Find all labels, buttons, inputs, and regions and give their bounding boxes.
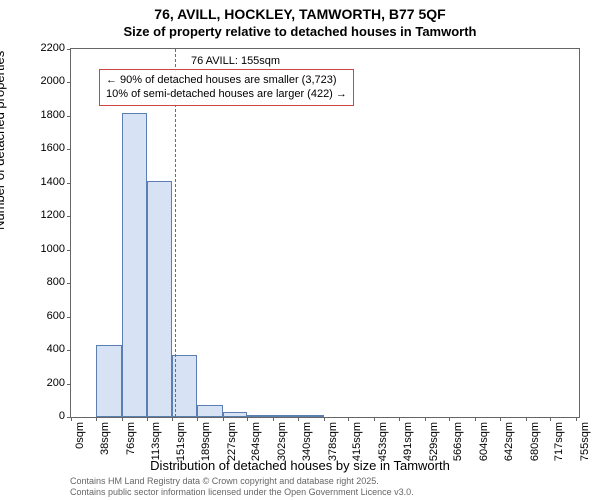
x-tick-mark [122, 417, 123, 421]
histogram-bar [122, 113, 147, 417]
y-tick-mark [67, 82, 71, 83]
y-tick-label: 1200 [5, 209, 65, 221]
x-tick-mark [425, 417, 426, 421]
x-tick-mark [374, 417, 375, 421]
y-tick-mark [67, 283, 71, 284]
y-tick-mark [67, 250, 71, 251]
y-tick-label: 1800 [5, 109, 65, 121]
y-tick-mark [67, 350, 71, 351]
x-tick-mark [399, 417, 400, 421]
y-tick-label: 800 [5, 276, 65, 288]
y-tick-mark [67, 149, 71, 150]
y-tick-label: 400 [5, 343, 65, 355]
x-tick-label: 566sqm [452, 422, 464, 461]
footer-line-2: Contains public sector information licen… [70, 487, 414, 498]
x-tick-mark [172, 417, 173, 421]
x-tick-label: 415sqm [351, 422, 363, 461]
histogram-bar [96, 345, 121, 417]
y-tick-label: 1600 [5, 142, 65, 154]
x-tick-label: 302sqm [276, 422, 288, 461]
x-tick-mark [273, 417, 274, 421]
x-tick-label: 76sqm [125, 422, 137, 455]
x-tick-mark [550, 417, 551, 421]
plot-area: 76 AVILL: 155sqm ← 90% of detached houses… [70, 48, 580, 418]
x-tick-label: 491sqm [402, 422, 414, 461]
histogram-bar [147, 181, 172, 417]
x-tick-mark [298, 417, 299, 421]
y-tick-mark [67, 183, 71, 184]
x-tick-label: 0sqm [74, 422, 86, 449]
x-tick-mark [223, 417, 224, 421]
y-tick-mark [67, 317, 71, 318]
x-tick-label: 189sqm [200, 422, 212, 461]
y-tick-label: 600 [5, 310, 65, 322]
y-tick-mark [67, 49, 71, 50]
footer-attribution: Contains HM Land Registry data © Crown c… [70, 476, 414, 498]
x-tick-mark [197, 417, 198, 421]
chart-title-main: 76, AVILL, HOCKLEY, TAMWORTH, B77 5QF [0, 6, 600, 22]
histogram-bar [172, 355, 197, 417]
annotation-box: ← 90% of detached houses are smaller (3,… [99, 69, 354, 106]
y-tick-label: 1400 [5, 176, 65, 188]
x-tick-mark [247, 417, 248, 421]
histogram-bar [197, 405, 222, 417]
annotation-line-2: 10% of semi-detached houses are larger (… [106, 87, 347, 101]
x-tick-mark [324, 417, 325, 421]
x-tick-label: 453sqm [377, 422, 389, 461]
x-tick-mark [96, 417, 97, 421]
y-tick-mark [67, 216, 71, 217]
x-tick-mark [71, 417, 72, 421]
histogram-bar [223, 412, 248, 417]
histogram-bar [273, 415, 298, 417]
chart-container: 76, AVILL, HOCKLEY, TAMWORTH, B77 5QF Si… [0, 0, 600, 500]
x-tick-label: 529sqm [428, 422, 440, 461]
x-tick-mark [576, 417, 577, 421]
x-tick-mark [449, 417, 450, 421]
x-tick-label: 378sqm [327, 422, 339, 461]
x-tick-label: 680sqm [529, 422, 541, 461]
x-tick-mark [500, 417, 501, 421]
x-tick-label: 227sqm [226, 422, 238, 461]
y-tick-label: 1000 [5, 243, 65, 255]
x-tick-mark [475, 417, 476, 421]
footer-line-1: Contains HM Land Registry data © Crown c… [70, 476, 414, 487]
histogram-bar [298, 415, 323, 417]
histogram-bar [247, 415, 272, 418]
y-tick-label: 2000 [5, 75, 65, 87]
x-tick-label: 604sqm [478, 422, 490, 461]
annotation-line-1: ← 90% of detached houses are smaller (3,… [106, 73, 347, 87]
y-tick-label: 2200 [5, 42, 65, 54]
x-tick-mark [526, 417, 527, 421]
y-tick-mark [67, 384, 71, 385]
x-tick-label: 340sqm [301, 422, 313, 461]
y-tick-label: 0 [5, 410, 65, 422]
x-tick-label: 38sqm [99, 422, 111, 455]
x-tick-label: 717sqm [553, 422, 565, 461]
x-tick-label: 113sqm [150, 422, 162, 460]
x-tick-mark [348, 417, 349, 421]
chart-title-sub: Size of property relative to detached ho… [0, 24, 600, 39]
x-tick-label: 151sqm [175, 422, 187, 461]
y-tick-label: 200 [5, 377, 65, 389]
x-tick-label: 755sqm [579, 422, 591, 461]
y-tick-mark [67, 116, 71, 117]
reference-line-title: 76 AVILL: 155sqm [191, 55, 280, 67]
x-tick-label: 642sqm [503, 422, 515, 461]
x-tick-mark [147, 417, 148, 421]
x-tick-label: 264sqm [250, 422, 262, 461]
